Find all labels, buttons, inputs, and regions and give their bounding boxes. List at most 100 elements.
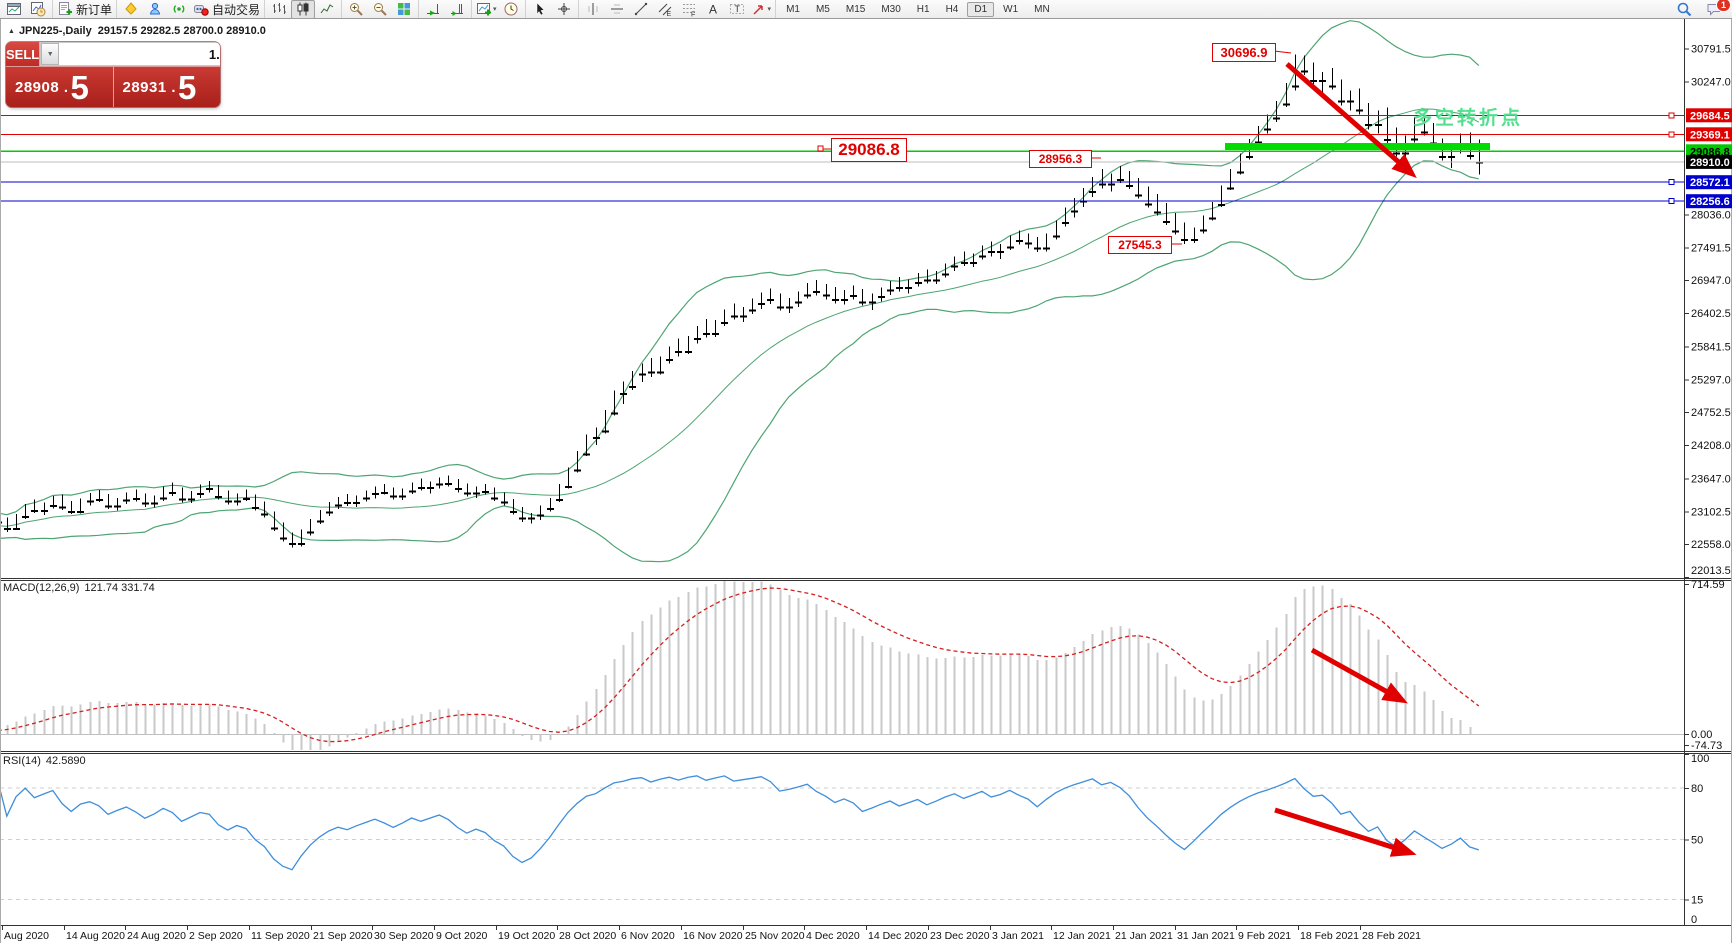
date-tick-label: 14 Aug 2020 [66,930,125,942]
add-indicator-button[interactable]: ▾ [474,0,499,19]
price-tick-label: 28036.0 [1691,210,1731,222]
line-chart-mode-button[interactable] [315,0,339,19]
svg-text:A: A [709,3,717,17]
date-tick-label: 2 Sep 2020 [189,930,243,942]
time-axis[interactable]: Aug 2020 14 Aug 2020 24 Aug 2020 2 Sep 2020… [2,926,1422,942]
chart-shift-button[interactable] [445,0,469,19]
macd-tick-label: 714.59 [1691,579,1725,591]
bollinger-upper-band [0,20,1480,516]
chat-button[interactable]: 1 [1702,0,1731,19]
bollinger-middle-band [0,108,1480,527]
trendline-tool-icon [634,2,647,16]
chart-shift-icon [451,4,464,16]
experts-icon [149,2,161,15]
timeframe-m30[interactable]: M30 [881,3,901,15]
main-plot [0,20,1483,563]
autotrading-button[interactable]: 自动交易 [191,0,262,19]
price-tick-label: 26947.0 [1691,275,1731,287]
trend-arrow-3[interactable] [1274,807,1417,857]
timeframe-m1[interactable]: M1 [786,3,800,15]
new-chart-button[interactable] [2,0,26,19]
auto-scroll-button[interactable] [421,0,445,19]
hline-handle[interactable] [1668,131,1675,138]
tick-chart-icon [31,2,46,17]
price-tick-label: 24752.5 [1691,407,1731,419]
search-button[interactable] [1672,0,1696,19]
tile-windows-button[interactable] [392,0,416,19]
price-marker-label: 29684.5 [1690,110,1730,122]
hline-handle[interactable] [1668,179,1675,186]
candlestick-mode-icon [297,2,309,16]
price-tick-label: 30247.0 [1691,76,1731,88]
tick-chart-button[interactable] [26,0,50,19]
rsi-tick-label: 50 [1691,835,1703,847]
chart-title: ▲ JPN225-,Daily 29157.5 29282.5 28700.0 28… [8,25,266,37]
turning-point-note[interactable]: 多空转折点 [1413,108,1524,129]
toolbar-group: 自动交易 [116,0,264,18]
autotrading-button [194,5,209,16]
fibonacci-tool-icon: F [682,4,695,17]
hline-handle[interactable] [1668,112,1675,119]
text-label-tool-button[interactable]: T [725,0,749,19]
vertical-line-tool-button[interactable] [581,0,605,19]
date-tick-label: 28 Oct 2020 [559,930,616,942]
text-tool-button[interactable]: A [701,0,725,19]
date-tick-label: 16 Nov 2020 [683,930,743,942]
price-callout[interactable]: 27545.3 [1108,236,1172,254]
volume-decrease-button[interactable]: ▼ [41,43,60,65]
macd-histogram [6,581,1481,750]
date-tick-label: 21 Sep 2020 [313,930,373,942]
collapse-triangle-icon[interactable]: ▲ [8,28,15,35]
date-tick-label: 21 Jan 2021 [1115,930,1173,942]
arrows-tool-button[interactable]: ▾ [749,0,774,19]
toolbar-group: 新订单 [52,0,116,18]
experts-button[interactable] [143,0,167,19]
zoom-out-button[interactable] [368,0,392,19]
timeframe-w1[interactable]: W1 [1003,3,1019,15]
horizontal-line-tool-button[interactable] [605,0,629,19]
fibonacci-tool-button[interactable]: F [677,0,701,19]
timeframe-h4[interactable]: H4 [945,3,959,15]
candlestick-mode-button[interactable] [291,0,316,19]
buy-price-panel[interactable]: 28931 . 5 [112,67,220,107]
sell-price-panel[interactable]: 28908 . 5 [6,67,113,107]
bar-chart-mode-button[interactable] [267,0,291,19]
metaeditor-button[interactable] [119,0,143,19]
price-callout[interactable]: 30696.9 [1212,43,1276,62]
timeframe-m15[interactable]: M15 [845,3,866,15]
trend-arrow-1[interactable] [1285,62,1417,178]
price-callout[interactable]: 29086.8 [831,138,907,162]
support-zone-segment[interactable] [1225,143,1490,150]
timeframe-d1[interactable]: D1 [967,1,995,17]
tile-windows-icon [398,3,411,15]
trend-arrow-2[interactable] [1310,647,1408,704]
chevron-down-icon: ▾ [767,6,772,13]
price-marker-label: 28910.0 [1690,157,1730,169]
price-axis[interactable]: 30791.5 30247.0 28036.0 27491.5 26947.0 26402… [1684,44,1732,926]
timeframe-h1[interactable]: H1 [916,3,930,15]
price-tick-label: 30791.5 [1691,44,1731,56]
periods-button[interactable] [499,0,523,19]
rsi-panel [0,775,1684,900]
zoom-in-button[interactable] [344,0,368,19]
volume-stepper: ▼ ▲ [40,42,220,66]
cursor-tool-button[interactable] [528,0,552,19]
price-callout[interactable]: 28956.3 [1029,150,1092,168]
timeframe-mn[interactable]: MN [1034,3,1050,15]
sell-button[interactable]: SELL [6,42,41,66]
auto-scroll-icon [427,4,440,16]
one-click-trading-widget: SELL ▼ ▲ BUY 28908 . 5 28931 . 5 [6,42,220,107]
signals-button[interactable] [167,0,191,19]
volume-input[interactable] [59,43,220,65]
macd-tick-label: 0.00 [1691,729,1712,741]
rsi-tick-label: 80 [1691,783,1703,795]
signals-icon [173,5,185,13]
crosshair-tool-button[interactable] [552,0,576,19]
hline-handle[interactable] [1668,198,1675,205]
equidistant-channel-tool-button[interactable]: E [653,0,677,19]
trendline-tool-button[interactable] [629,0,653,19]
timeframe-m5[interactable]: M5 [815,3,830,15]
new-order-button[interactable]: 新订单 [55,0,114,19]
